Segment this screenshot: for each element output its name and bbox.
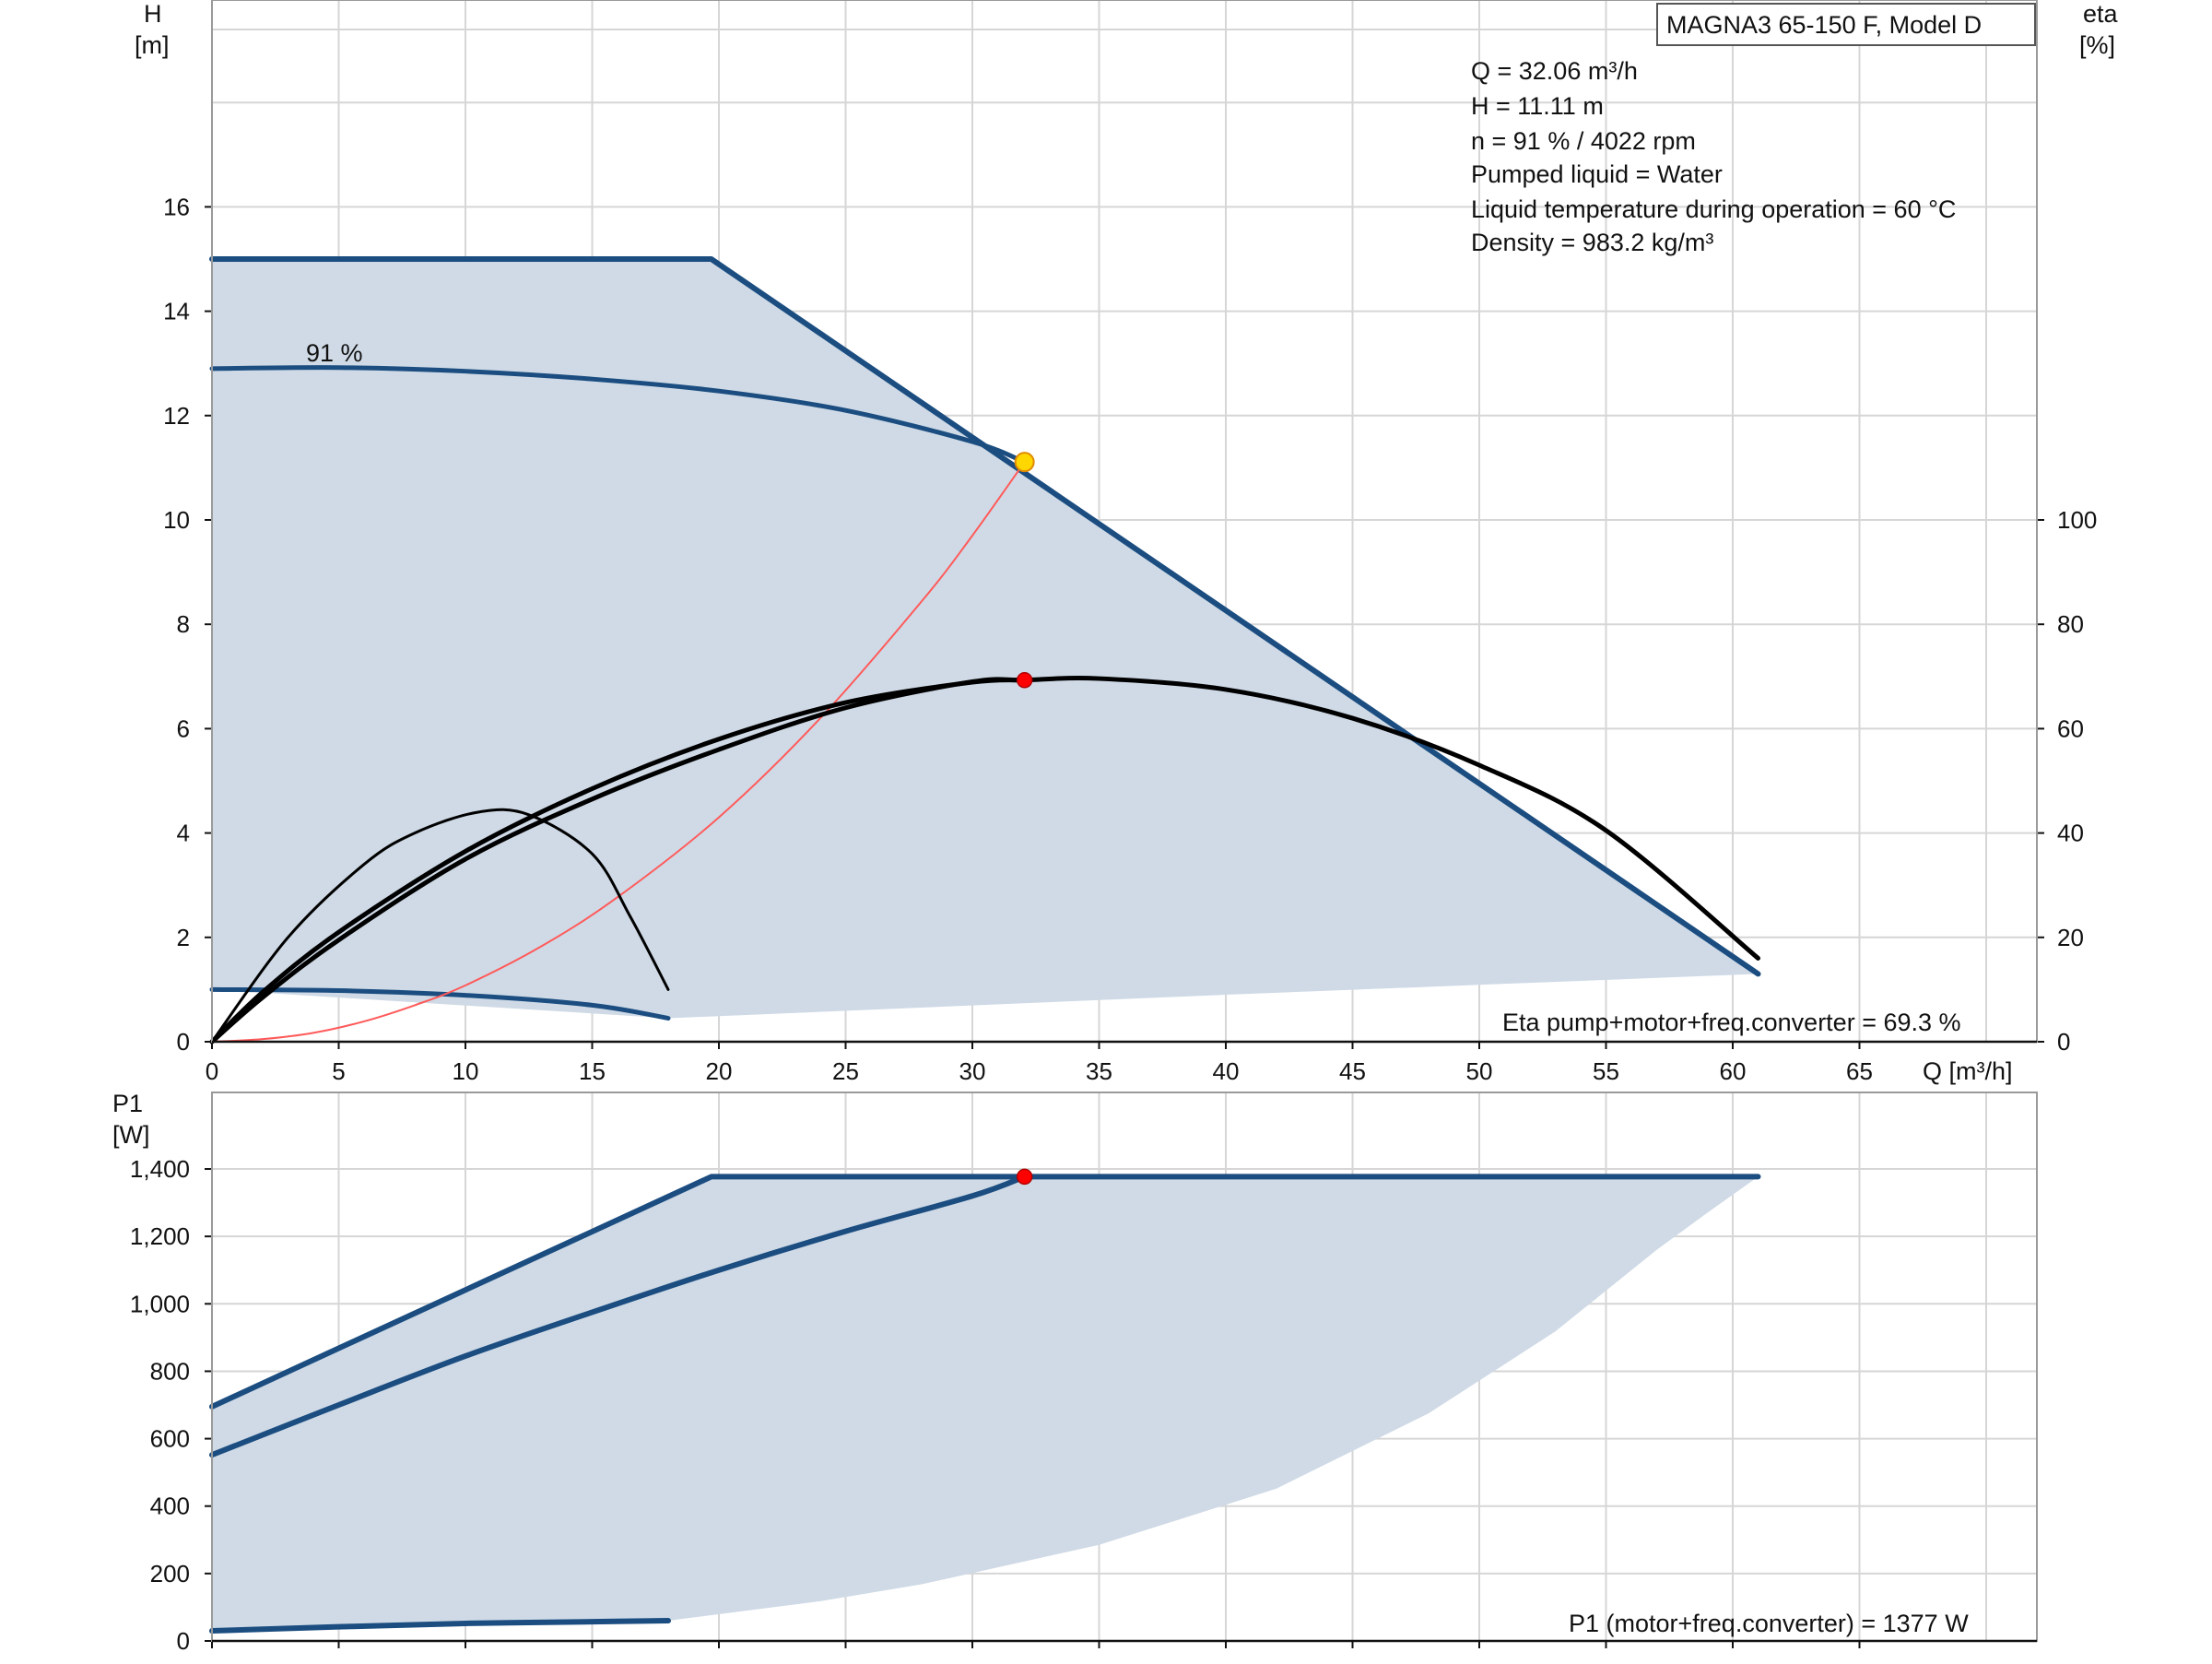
head-tick-label: 6 [177, 714, 190, 742]
eta-result-label: Eta pump+motor+freq.converter = 69.3 % [1502, 1009, 1961, 1036]
head-series [209, 256, 1761, 1044]
head-tick-label: 0 [177, 1028, 190, 1056]
flow-tick-label: 60 [1720, 1057, 1747, 1085]
head-operating-area [212, 259, 1759, 1019]
head-tick-label: 14 [163, 298, 190, 325]
power-91-line [209, 1174, 1028, 1458]
power-tick-label: 400 [150, 1493, 190, 1520]
head-axis-unit: [m] [135, 31, 170, 59]
eta-tick-label: 100 [2057, 506, 2097, 534]
head-tick-label: 16 [163, 193, 190, 220]
eta-tick-label: 80 [2057, 610, 2084, 638]
p1-result-label: P1 (motor+freq.converter) = 1377 W [1569, 1610, 1969, 1637]
power-tick-label: 1,200 [130, 1222, 190, 1250]
eta-axis-unit: [%] [2079, 31, 2115, 59]
flow-tick-label: 30 [959, 1057, 986, 1085]
power-axis-label: P1 [112, 1090, 143, 1117]
min-curve-line [209, 986, 671, 1021]
eta-min-line [210, 808, 670, 1044]
power-tick-label: 0 [177, 1627, 190, 1655]
flow-axis-label: Q [m³/h] [1923, 1057, 2013, 1085]
power-ticks: 0 200 400 600 800 1,000 1,200 1,400 [130, 1155, 1861, 1655]
system-curve-line [211, 461, 1026, 1043]
operating-info-block: Q = 32.06 m³/h H = 11.11 m n = 91 % / 40… [1471, 57, 1956, 256]
head-tick-label: 10 [163, 506, 190, 534]
speed-curve-91-line [209, 365, 1028, 465]
info-liquid: Pumped liquid = Water [1471, 160, 1723, 188]
head-area-polygon [212, 259, 1759, 1019]
flow-tick-label: 15 [579, 1057, 606, 1085]
info-flow: Q = 32.06 m³/h [1471, 57, 1638, 85]
head-ticks: 0 5 10 15 20 25 30 35 40 45 50 55 60 65 0 2 4 6 8 10 12 14 16 0… [163, 193, 2097, 1085]
flow-tick-label: 65 [1846, 1057, 1873, 1085]
speed-curve-label: 91 % [306, 339, 363, 367]
info-density: Density = 983.2 kg/m³ [1471, 229, 1713, 256]
flow-tick-label: 20 [706, 1057, 733, 1085]
eta-tick-label: 40 [2057, 820, 2084, 847]
eta-tick-label: 0 [2057, 1028, 2070, 1056]
duty-point-eta [1016, 672, 1033, 689]
flow-tick-label: 0 [206, 1057, 218, 1085]
power-area-polygon [212, 1176, 1759, 1632]
flow-tick-label: 40 [1213, 1057, 1240, 1085]
title-box-text: MAGNA3 65-150 F, Model D [1666, 11, 1982, 39]
head-tick-label: 4 [177, 820, 190, 847]
flow-tick-label: 10 [453, 1057, 479, 1085]
head-tick-label: 2 [177, 924, 190, 951]
power-tick-label: 200 [150, 1560, 190, 1587]
eta-tick-label: 20 [2057, 924, 2084, 951]
power-tick-label: 800 [150, 1357, 190, 1385]
flow-tick-label: 55 [1593, 1057, 1619, 1085]
max-power-line [209, 1174, 1761, 1410]
title-box [1656, 3, 2036, 46]
power-series [209, 1174, 1761, 1634]
flow-tick-label: 45 [1339, 1057, 1366, 1085]
power-tick-label: 1,400 [130, 1155, 190, 1183]
duty-point-power [1016, 1168, 1033, 1186]
flow-tick-label: 50 [1466, 1057, 1493, 1085]
flow-tick-label: 5 [332, 1057, 345, 1085]
head-tick-label: 8 [177, 610, 190, 638]
power-tick-label: 600 [150, 1425, 190, 1453]
info-speed: n = 91 % / 4022 rpm [1471, 127, 1696, 155]
min-power-line [209, 1618, 671, 1634]
power-tick-label: 1,000 [130, 1290, 190, 1317]
flow-tick-label: 35 [1086, 1057, 1112, 1085]
eta-axis-label: eta [2083, 0, 2119, 28]
head-tick-label: 12 [163, 402, 190, 430]
duty-points [1014, 452, 1035, 1186]
info-temperature: Liquid temperature during operation = 60… [1471, 195, 1956, 223]
duty-point-head [1014, 452, 1035, 473]
flow-tick-label: 25 [832, 1057, 859, 1085]
info-head: H = 11.11 m [1471, 92, 1604, 120]
eta-tick-label: 60 [2057, 714, 2084, 742]
head-axis-label: H [144, 0, 162, 28]
eta-91-line [209, 678, 1028, 1044]
power-operating-area [212, 1176, 1759, 1632]
power-axis-unit: [W] [112, 1121, 150, 1149]
